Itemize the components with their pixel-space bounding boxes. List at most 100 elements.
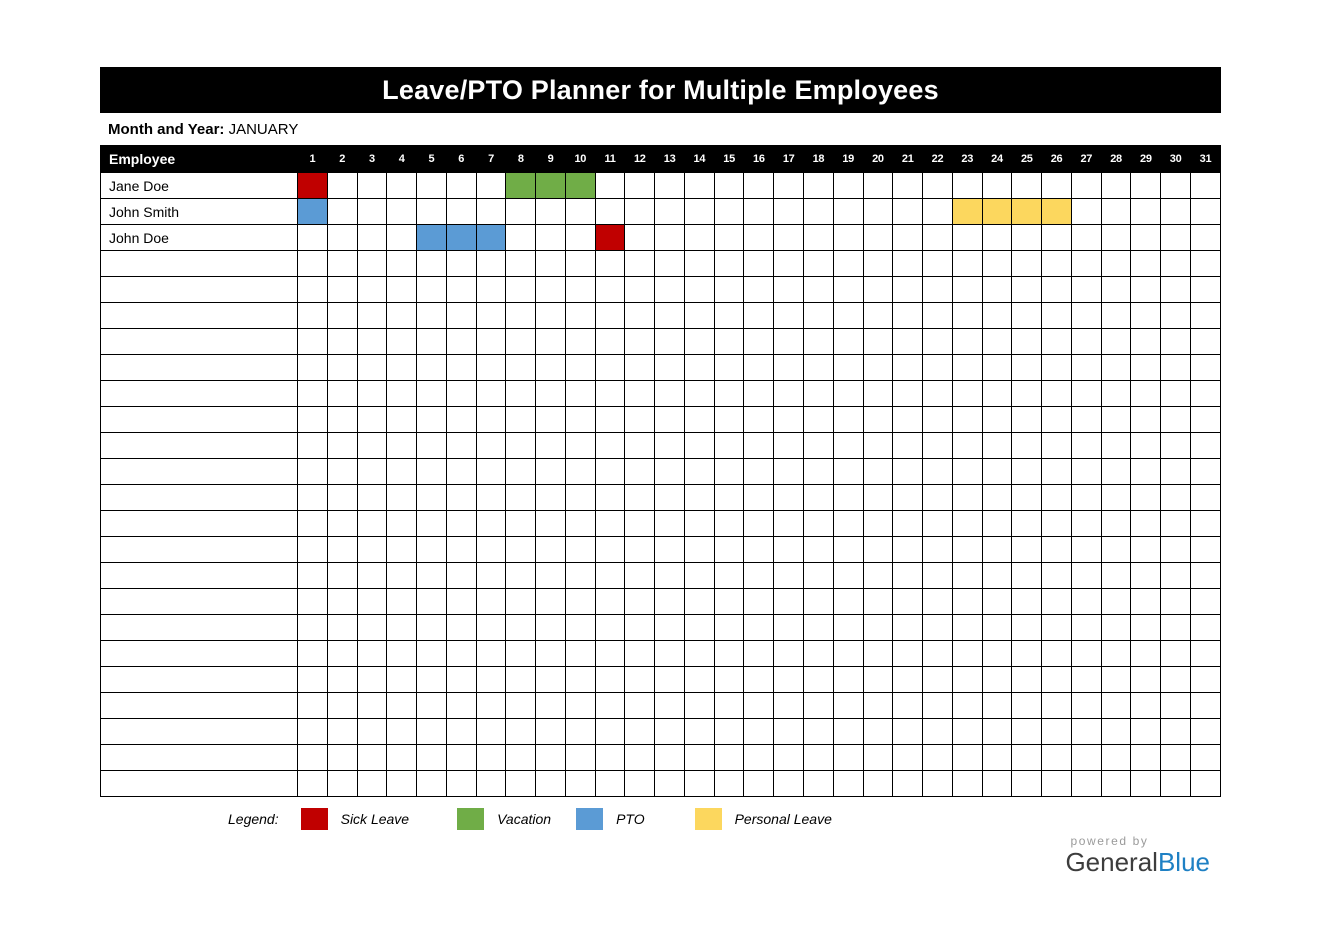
day-cell — [862, 562, 894, 589]
day-cell — [1100, 744, 1132, 771]
day-cell — [683, 432, 715, 459]
day-cell — [922, 250, 953, 277]
day-cell — [475, 718, 507, 745]
day-cell — [1189, 562, 1222, 589]
day-cell — [683, 198, 715, 225]
day-cell — [356, 458, 388, 485]
day-cell — [445, 380, 477, 407]
leave-cell-vacation — [505, 172, 537, 199]
day-cell — [594, 536, 626, 563]
day-cell — [922, 484, 953, 511]
day-cell — [535, 250, 566, 277]
day-cell — [356, 172, 388, 199]
day-cell — [594, 406, 626, 433]
day-cell — [297, 380, 328, 407]
day-cell — [1011, 172, 1043, 199]
day-cell — [1130, 224, 1162, 251]
employee-name-cell — [100, 406, 298, 433]
employee-name-cell — [100, 328, 298, 355]
day-cell — [564, 380, 596, 407]
day-cell — [862, 770, 894, 797]
day-cell — [505, 770, 537, 797]
day-cell — [1130, 640, 1162, 667]
day-cell — [624, 432, 656, 459]
day-cell — [445, 666, 477, 693]
day-cell — [1130, 510, 1162, 537]
day-cell — [1011, 224, 1043, 251]
day-cell — [624, 770, 656, 797]
day-cell — [773, 666, 805, 693]
day-cell — [1189, 302, 1222, 329]
day-cell — [326, 562, 358, 589]
day-cell — [1100, 198, 1132, 225]
day-cell — [1011, 250, 1043, 277]
day-cell — [683, 484, 715, 511]
day-cell — [535, 380, 566, 407]
day-cell — [683, 718, 715, 745]
day-cell — [1100, 432, 1132, 459]
day-cell — [773, 380, 805, 407]
day-cell — [892, 588, 924, 615]
day-cell — [505, 744, 537, 771]
empty-planner-row — [100, 718, 1222, 745]
day-cell — [713, 770, 745, 797]
day-cell — [1160, 198, 1191, 225]
day-cell — [743, 380, 775, 407]
day-cell — [892, 510, 924, 537]
day-cell — [713, 666, 745, 693]
day-cell — [1189, 744, 1222, 771]
day-cell — [564, 250, 596, 277]
day-cell — [743, 354, 775, 381]
day-cell — [535, 536, 566, 563]
day-cell — [505, 484, 537, 511]
day-cell — [594, 276, 626, 303]
day-cell — [862, 354, 894, 381]
leave-cell-sick — [297, 172, 328, 199]
day-cell — [356, 250, 388, 277]
day-cell — [1130, 692, 1162, 719]
day-cell — [297, 614, 328, 641]
day-cell — [297, 432, 328, 459]
employee-name-cell — [100, 718, 298, 745]
leave-cell-vacation — [535, 172, 566, 199]
leave-cell-personal — [951, 198, 983, 225]
day-cell — [1100, 380, 1132, 407]
day-cell — [654, 172, 685, 199]
day-cell — [1100, 770, 1132, 797]
day-cell — [654, 562, 685, 589]
day-cell — [386, 614, 418, 641]
day-cell — [445, 562, 477, 589]
day-cell — [862, 588, 894, 615]
day-cell — [981, 614, 1013, 641]
day-cell — [624, 744, 656, 771]
day-cell — [535, 770, 566, 797]
day-column-header: 29 — [1130, 145, 1162, 173]
leave-cell-personal — [1041, 198, 1072, 225]
day-cell — [505, 614, 537, 641]
day-cell — [832, 744, 864, 771]
day-cell — [326, 354, 358, 381]
day-cell — [1100, 406, 1132, 433]
day-cell — [326, 250, 358, 277]
day-cell — [713, 718, 745, 745]
day-cell — [475, 744, 507, 771]
day-cell — [386, 666, 418, 693]
day-column-header: 21 — [892, 145, 924, 173]
empty-planner-row — [100, 562, 1222, 589]
day-cell — [505, 692, 537, 719]
day-cell — [505, 198, 537, 225]
day-cell — [1041, 302, 1072, 329]
day-cell — [951, 614, 983, 641]
day-cell — [654, 432, 685, 459]
day-cell — [981, 302, 1013, 329]
day-cell — [862, 510, 894, 537]
day-cell — [922, 328, 953, 355]
day-cell — [1041, 484, 1072, 511]
day-cell — [505, 458, 537, 485]
day-cell — [654, 744, 685, 771]
day-cell — [743, 692, 775, 719]
day-cell — [475, 484, 507, 511]
day-cell — [1070, 614, 1102, 641]
day-cell — [356, 354, 388, 381]
day-cell — [475, 536, 507, 563]
